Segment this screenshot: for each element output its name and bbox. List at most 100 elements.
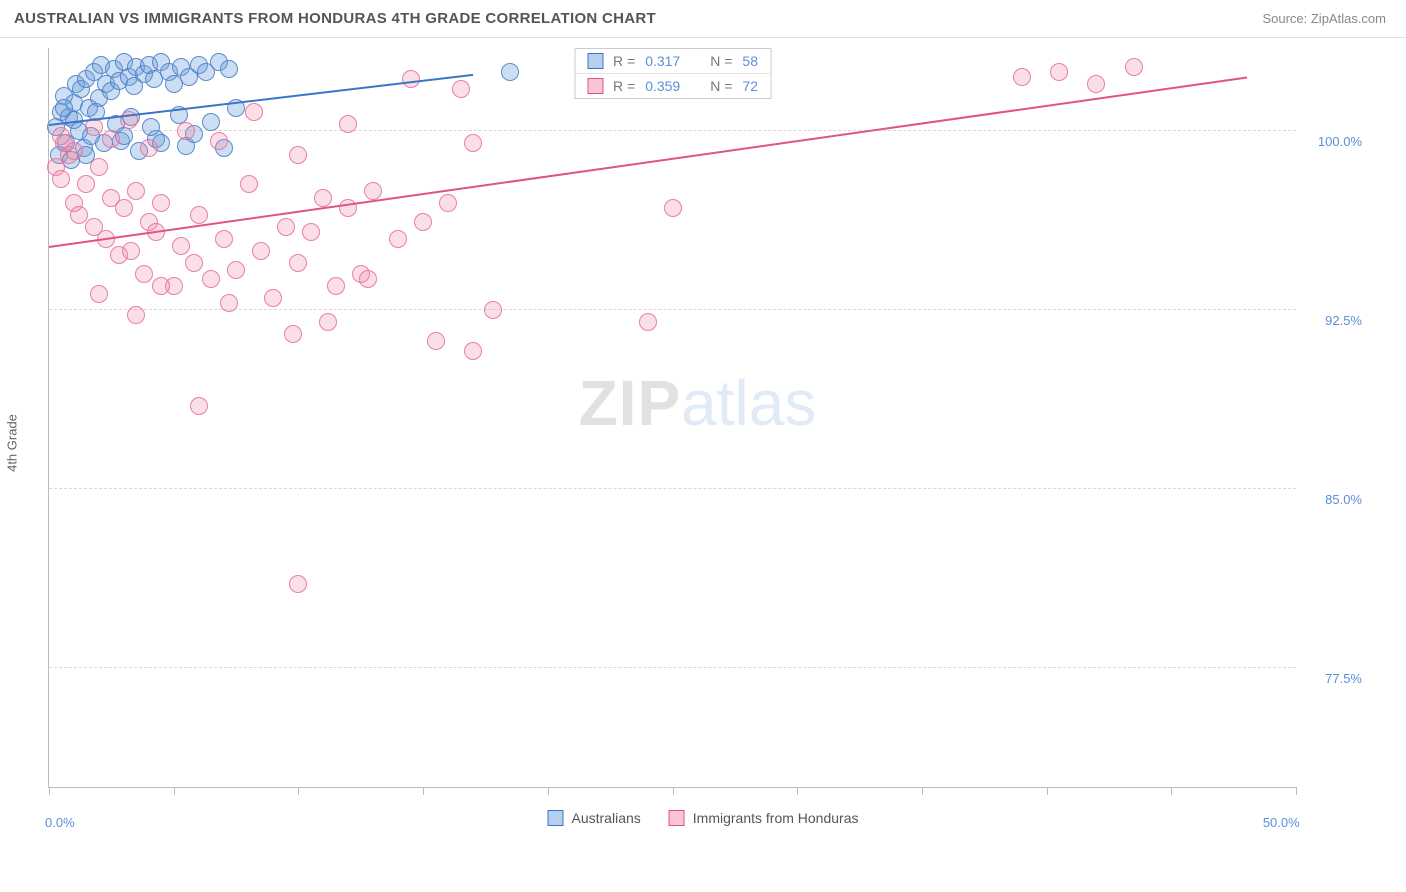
- data-point-b: [227, 261, 245, 279]
- data-point-a: [501, 63, 519, 81]
- x-tick-label: 0.0%: [45, 815, 75, 830]
- data-point-b: [1125, 58, 1143, 76]
- data-point-b: [52, 170, 70, 188]
- data-point-b: [215, 230, 233, 248]
- data-point-a: [55, 99, 73, 117]
- r-label: R =: [613, 53, 635, 69]
- chart-container: 4th Grade ZIPatlas R = 0.317 N = 58 R = …: [0, 38, 1406, 848]
- data-point-b: [210, 132, 228, 150]
- data-point-b: [339, 199, 357, 217]
- data-point-b: [102, 130, 120, 148]
- data-point-b: [152, 277, 170, 295]
- data-point-b: [90, 285, 108, 303]
- data-point-b: [127, 182, 145, 200]
- gridline: [49, 488, 1296, 489]
- legend-item-a: Australians: [548, 810, 641, 826]
- source-attribution: Source: ZipAtlas.com: [1262, 11, 1386, 26]
- x-tick: [174, 787, 175, 795]
- stats-row-series-b: R = 0.359 N = 72: [575, 73, 770, 98]
- data-point-b: [439, 194, 457, 212]
- data-point-b: [414, 213, 432, 231]
- data-point-b: [277, 218, 295, 236]
- data-point-b: [190, 206, 208, 224]
- data-point-a: [220, 60, 238, 78]
- y-tick-label: 100.0%: [1318, 134, 1362, 149]
- data-point-b: [484, 301, 502, 319]
- plot-area: ZIPatlas R = 0.317 N = 58 R = 0.359 N = …: [48, 48, 1296, 788]
- data-point-b: [1087, 75, 1105, 93]
- data-point-b: [284, 325, 302, 343]
- r-value-b: 0.359: [645, 78, 680, 94]
- watermark-zip: ZIP: [579, 367, 682, 439]
- data-point-b: [177, 122, 195, 140]
- data-point-b: [77, 175, 95, 193]
- data-point-b: [185, 254, 203, 272]
- data-point-b: [220, 294, 238, 312]
- gridline: [49, 309, 1296, 310]
- x-tick: [1296, 787, 1297, 795]
- swatch-series-a: [548, 810, 564, 826]
- legend-label-b: Immigrants from Honduras: [693, 810, 859, 826]
- data-point-b: [152, 194, 170, 212]
- data-point-b: [135, 265, 153, 283]
- x-tick: [673, 787, 674, 795]
- x-tick: [797, 787, 798, 795]
- x-tick: [922, 787, 923, 795]
- data-point-b: [452, 80, 470, 98]
- swatch-series-a: [587, 53, 603, 69]
- watermark-atlas: atlas: [681, 367, 816, 439]
- data-point-b: [389, 230, 407, 248]
- stats-row-series-a: R = 0.317 N = 58: [575, 49, 770, 73]
- r-label: R =: [613, 78, 635, 94]
- n-value-b: 72: [742, 78, 758, 94]
- data-point-b: [289, 254, 307, 272]
- data-point-b: [127, 306, 145, 324]
- data-point-b: [1013, 68, 1031, 86]
- stats-legend-box: R = 0.317 N = 58 R = 0.359 N = 72: [574, 48, 771, 99]
- y-tick-label: 92.5%: [1325, 313, 1362, 328]
- x-tick: [548, 787, 549, 795]
- watermark: ZIPatlas: [579, 366, 817, 440]
- data-point-b: [140, 139, 158, 157]
- data-point-b: [359, 270, 377, 288]
- data-point-b: [252, 242, 270, 260]
- gridline: [49, 130, 1296, 131]
- data-point-b: [364, 182, 382, 200]
- x-tick: [423, 787, 424, 795]
- x-tick-label: 50.0%: [1263, 815, 1300, 830]
- x-tick: [1047, 787, 1048, 795]
- source-name: ZipAtlas.com: [1311, 11, 1386, 26]
- header: AUSTRALIAN VS IMMIGRANTS FROM HONDURAS 4…: [0, 0, 1406, 38]
- data-point-b: [464, 342, 482, 360]
- data-point-b: [190, 397, 208, 415]
- data-point-b: [402, 70, 420, 88]
- data-point-b: [314, 189, 332, 207]
- data-point-b: [427, 332, 445, 350]
- data-point-a: [202, 113, 220, 131]
- chart-title: AUSTRALIAN VS IMMIGRANTS FROM HONDURAS 4…: [14, 10, 656, 27]
- n-label: N =: [710, 78, 732, 94]
- data-point-b: [302, 223, 320, 241]
- source-prefix: Source:: [1262, 11, 1310, 26]
- swatch-series-b: [669, 810, 685, 826]
- y-tick-label: 85.0%: [1325, 492, 1362, 507]
- bottom-legend: Australians Immigrants from Honduras: [548, 810, 859, 826]
- data-point-b: [289, 575, 307, 593]
- data-point-b: [464, 134, 482, 152]
- data-point-b: [289, 146, 307, 164]
- n-value-a: 58: [742, 53, 758, 69]
- x-tick: [298, 787, 299, 795]
- y-tick-label: 77.5%: [1325, 671, 1362, 686]
- swatch-series-b: [587, 78, 603, 94]
- r-value-a: 0.317: [645, 53, 680, 69]
- data-point-b: [1050, 63, 1068, 81]
- data-point-b: [172, 237, 190, 255]
- legend-label-a: Australians: [572, 810, 641, 826]
- data-point-b: [664, 199, 682, 217]
- data-point-b: [319, 313, 337, 331]
- data-point-b: [245, 103, 263, 121]
- data-point-b: [122, 242, 140, 260]
- n-label: N =: [710, 53, 732, 69]
- data-point-b: [240, 175, 258, 193]
- y-axis-label: 4th Grade: [5, 414, 20, 472]
